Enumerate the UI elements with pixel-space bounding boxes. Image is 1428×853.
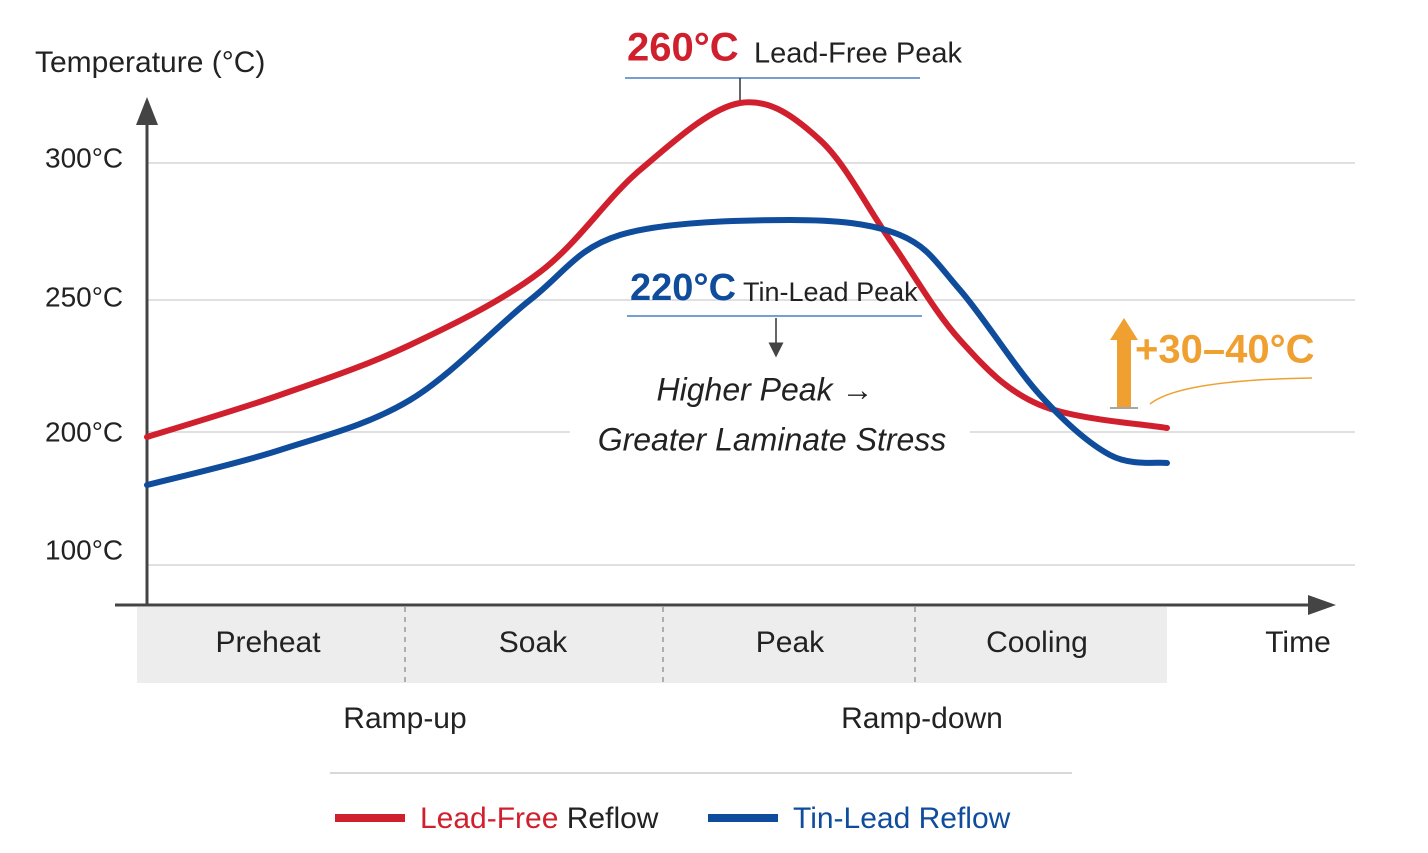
phase: Soak [499,626,568,659]
note: Greater Laminate Stress [598,421,947,457]
tin-lead-curve [144,216,1170,488]
y-tick: 300°C [45,142,123,173]
peak-value: 260°C [627,26,739,70]
phase-dividers [404,607,916,683]
phase-band [137,607,1167,683]
ramp: Ramp-up [343,702,466,735]
peak-label: Lead-Free Peak [754,38,962,70]
phase: Preheat [215,626,321,659]
lead-free-curve [144,99,1170,440]
legend-label: Lead-Free Reflow [420,802,659,835]
x-title: Time [1265,626,1331,659]
legend-label: Tin-Lead Reflow [793,802,1011,835]
y-arrow [136,97,158,125]
y-tick: 100°C [45,534,123,565]
x-arrow [1308,595,1336,615]
peak-value: 220°C [630,267,736,309]
up-arrow [1110,318,1138,407]
phase: Peak [756,626,825,659]
y-title: Temperature (°C) [35,46,265,79]
y-tick: 250°C [45,281,123,312]
legend-text: Lead-Free [420,802,558,835]
difference-underline [1149,377,1313,405]
ramp: Ramp-down [841,702,1003,735]
note: Higher Peak → [657,371,874,407]
y-tick: 200°C [45,416,123,447]
phase: Cooling [986,626,1088,659]
difference: +30–40°C [1135,328,1314,372]
legend-text: Reflow [567,802,659,835]
peak-label: Tin-Lead Peak [743,277,918,307]
grid [147,162,1355,566]
